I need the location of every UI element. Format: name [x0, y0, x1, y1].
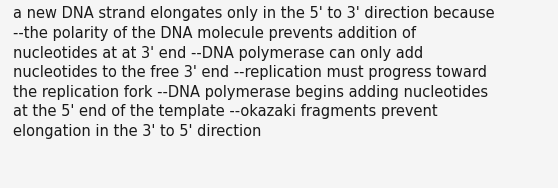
Text: a new DNA strand elongates only in the 5' to 3' direction because
--the polarity: a new DNA strand elongates only in the 5… [13, 6, 494, 139]
